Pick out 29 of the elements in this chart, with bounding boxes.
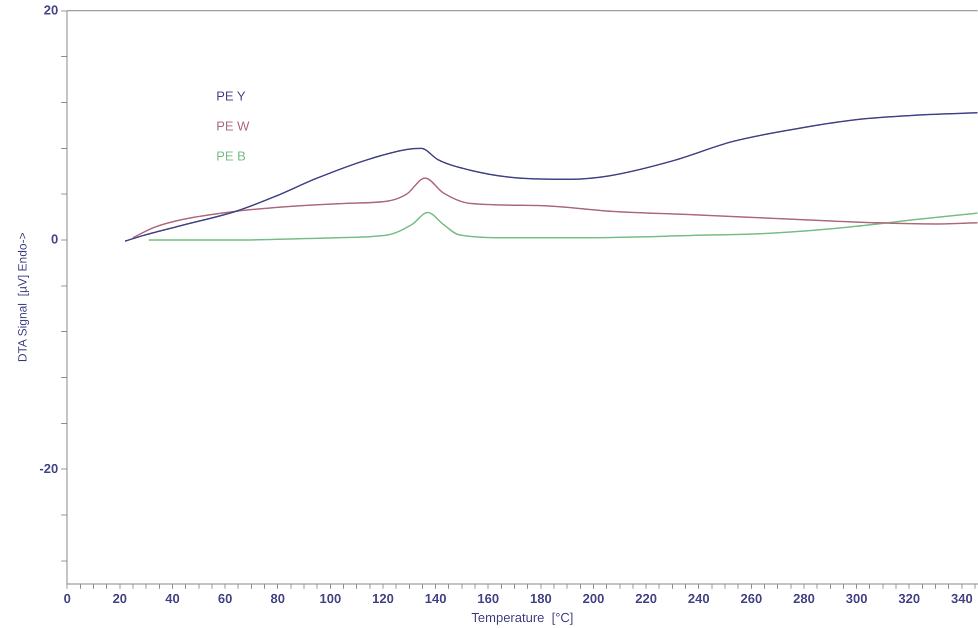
x-tick-label: 40 <box>165 591 180 606</box>
text: PE W <box>216 118 250 134</box>
line-series <box>124 112 978 242</box>
x-tick-label: 0 <box>64 591 71 606</box>
x-axis-title: Temperature [°C] <box>471 610 574 625</box>
x-tick-label: 300 <box>846 591 868 606</box>
x-tick-label: 240 <box>688 591 710 606</box>
line-series <box>132 177 978 238</box>
x-tick-label: 20 <box>112 591 128 606</box>
x-tick-label: 220 <box>635 591 657 606</box>
x-tick-label: 260 <box>740 591 762 606</box>
x-tick-label: 60 <box>218 591 232 606</box>
x-tick-label: 200 <box>582 591 604 606</box>
y-axis-title: DTA Signal [µV] Endo-> <box>16 232 30 362</box>
x-tick-label: 140 <box>424 591 446 606</box>
text: PE B <box>216 148 246 164</box>
line-series <box>148 212 978 241</box>
x-tick-label: 160 <box>477 591 500 606</box>
y-tick-label: -20 <box>39 460 58 476</box>
x-tick-label: 80 <box>270 591 285 606</box>
text: PE Y <box>216 88 246 104</box>
x-tick-label: 320 <box>898 591 920 606</box>
x-tick-label: 180 <box>530 591 552 606</box>
x-tick-label: 100 <box>319 591 342 606</box>
x-tick-label: 280 <box>793 591 815 606</box>
x-tick-label: 340 <box>950 591 973 606</box>
y-tick-label: 20 <box>44 2 58 18</box>
y-tick-label: 0 <box>50 232 58 247</box>
x-tick-label: 120 <box>372 591 394 606</box>
